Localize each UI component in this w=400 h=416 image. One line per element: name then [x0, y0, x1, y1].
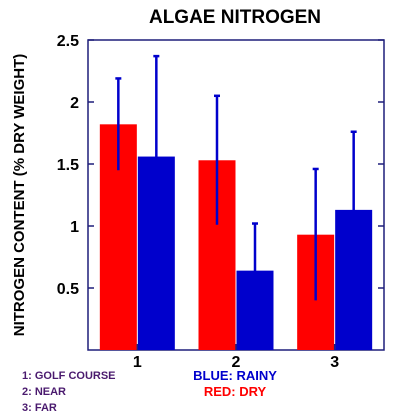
y-tick-label-0.5: 0.5 — [57, 281, 79, 298]
y-ticks-group: 0.5 1 1.5 2 2.5 — [57, 33, 384, 298]
y-tick-label-1: 1 — [70, 219, 79, 236]
category-key: 1: GOLF COURSE 2: NEAR 3: FAR — [22, 368, 116, 416]
legend-rainy: BLUE: RAINY — [193, 368, 277, 383]
category-key-3: 3: FAR — [22, 402, 57, 414]
category-key-2: 2: NEAR — [22, 386, 67, 398]
chart-title: ALGAE NITROGEN — [149, 7, 321, 28]
x-tick-label-1: 1 — [133, 354, 142, 371]
category-key-1: 1: GOLF COURSE — [22, 370, 116, 382]
series-legend: BLUE: RAINY RED: DRY — [170, 368, 300, 400]
y-tick-label-1.5: 1.5 — [57, 157, 79, 174]
x-ticks-group: 1 2 3 — [133, 344, 339, 371]
bars-group — [99, 124, 373, 350]
error-bars-group — [115, 54, 357, 318]
legend-dry: RED: DRY — [203, 384, 267, 399]
x-tick-label-3: 3 — [330, 354, 339, 371]
x-tick-label-2: 2 — [232, 354, 241, 371]
y-axis-label: NITROGEN CONTENT (% DRY WEIGHT) — [11, 54, 28, 337]
y-tick-label-2: 2 — [70, 95, 79, 112]
y-tick-label-2.5: 2.5 — [57, 33, 79, 50]
